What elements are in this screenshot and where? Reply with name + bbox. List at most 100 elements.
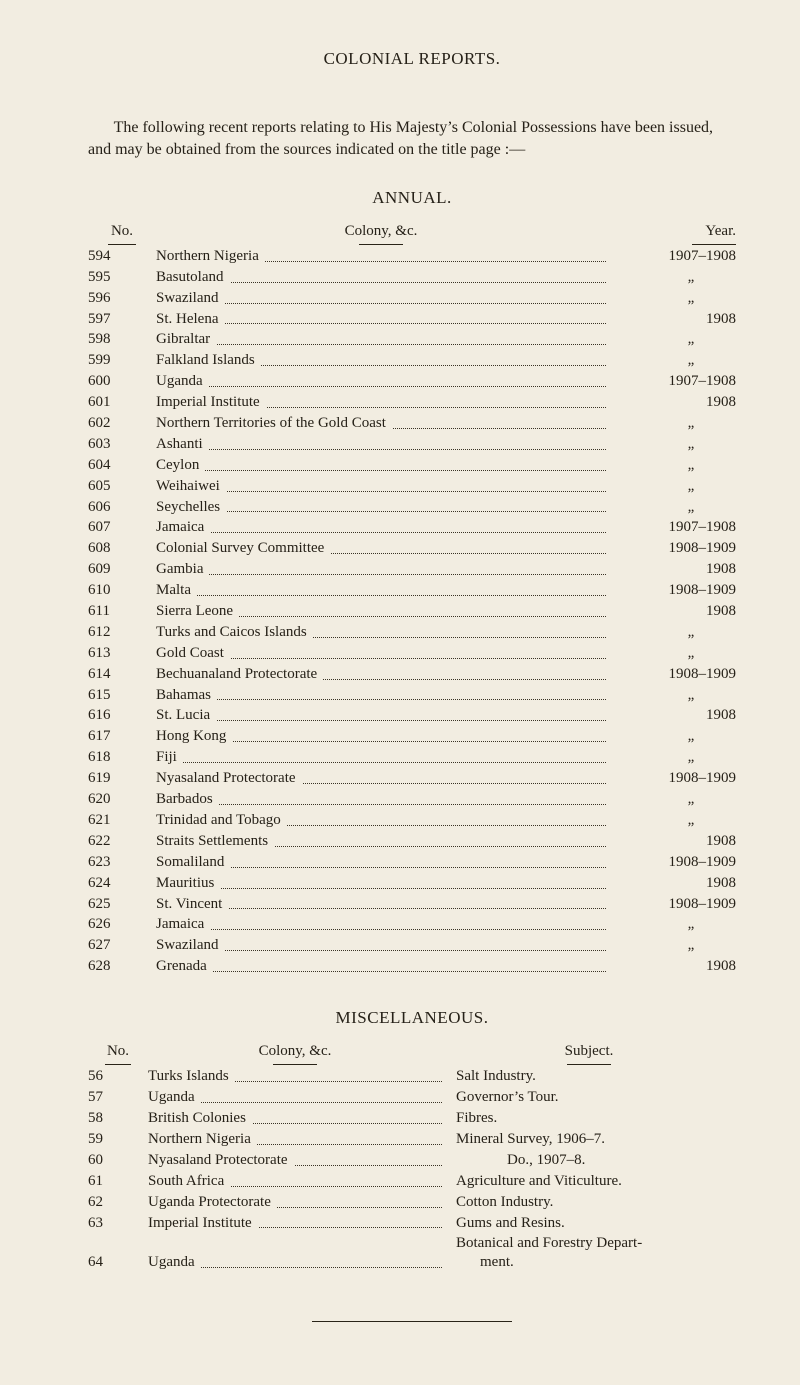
table-row: 618Fiji„: [88, 747, 736, 768]
annual-year: 1907–1908: [606, 246, 736, 267]
table-row: 611Sierra Leone1908: [88, 601, 736, 622]
annual-year: 1908: [606, 956, 736, 977]
misc-subject: Agriculture and Viticulture.: [442, 1171, 736, 1192]
annual-colony: Weihaiwei: [156, 476, 606, 497]
annual-no: 617: [88, 726, 156, 747]
table-row: 594Northern Nigeria1907–1908: [88, 246, 736, 267]
misc-colony: Uganda Protectorate: [148, 1192, 442, 1213]
annual-header-no: No.: [88, 220, 156, 242]
table-row: 625St. Vincent1908–1909: [88, 894, 736, 915]
annual-no: 627: [88, 935, 156, 956]
annual-year: „: [606, 329, 736, 350]
annual-no: 599: [88, 350, 156, 371]
annual-colony: St. Vincent: [156, 894, 606, 915]
intro-paragraph: The following recent reports relating to…: [88, 117, 736, 160]
misc-no: 56: [88, 1066, 148, 1087]
annual-no: 602: [88, 413, 156, 434]
table-row: 628Grenada1908: [88, 956, 736, 977]
annual-no: 604: [88, 455, 156, 476]
annual-no: 624: [88, 873, 156, 894]
annual-year: „: [606, 789, 736, 810]
annual-no: 613: [88, 643, 156, 664]
misc-colony: Imperial Institute: [148, 1213, 442, 1234]
annual-year: 1908: [606, 873, 736, 894]
misc-header-no: No.: [88, 1040, 148, 1062]
annual-no: 601: [88, 392, 156, 413]
table-row: 58British ColoniesFibres.: [88, 1108, 736, 1129]
table-row: 619Nyasaland Protectorate1908–1909: [88, 768, 736, 789]
table-row: 600Uganda1907–1908: [88, 371, 736, 392]
table-row: 605Weihaiwei„: [88, 476, 736, 497]
annual-year: 1908: [606, 559, 736, 580]
table-row: 620Barbados„: [88, 789, 736, 810]
annual-colony: Barbados: [156, 789, 606, 810]
annual-colony: Mauritius: [156, 873, 606, 894]
table-row: 596Swaziland„: [88, 288, 736, 309]
annual-no: 596: [88, 288, 156, 309]
annual-no: 606: [88, 497, 156, 518]
misc-colony: South Africa: [148, 1171, 442, 1192]
annual-colony: Gold Coast: [156, 643, 606, 664]
annual-no: 621: [88, 810, 156, 831]
annual-year: „: [606, 643, 736, 664]
annual-year: „: [606, 685, 736, 706]
annual-colony: St. Lucia: [156, 705, 606, 726]
annual-no: 603: [88, 434, 156, 455]
annual-colony: Northern Territories of the Gold Coast: [156, 413, 606, 434]
annual-year: 1908: [606, 392, 736, 413]
misc-subject: Governor’s Tour.: [442, 1087, 736, 1108]
table-row: 627Swaziland„: [88, 935, 736, 956]
misc-heading: MISCELLANEOUS.: [88, 1007, 736, 1028]
annual-colony: Basutoland: [156, 267, 606, 288]
annual-year: „: [606, 350, 736, 371]
annual-no: 616: [88, 705, 156, 726]
page-title: COLONIAL REPORTS.: [88, 48, 736, 69]
table-row: 622Straits Settlements1908: [88, 831, 736, 852]
annual-no: 615: [88, 685, 156, 706]
annual-year: 1908–1909: [606, 852, 736, 873]
annual-year: 1908–1909: [606, 894, 736, 915]
misc-no: 59: [88, 1129, 148, 1150]
table-row: 63Imperial InstituteGums and Resins.: [88, 1213, 736, 1234]
annual-colony: Gibraltar: [156, 329, 606, 350]
table-row: 60Nyasaland ProtectorateDo., 1907–8.: [88, 1150, 736, 1171]
misc-subject: Gums and Resins.: [442, 1213, 736, 1234]
table-row: 613Gold Coast„: [88, 643, 736, 664]
annual-colony: Turks and Caicos Islands: [156, 622, 606, 643]
annual-year: „: [606, 476, 736, 497]
bottom-rule: [312, 1321, 512, 1322]
annual-no: 620: [88, 789, 156, 810]
annual-colony: Seychelles: [156, 497, 606, 518]
misc-colony: Northern Nigeria: [148, 1129, 442, 1150]
annual-colony: Gambia: [156, 559, 606, 580]
table-row: 626Jamaica„: [88, 914, 736, 935]
annual-year: „: [606, 288, 736, 309]
annual-colony: Grenada: [156, 956, 606, 977]
annual-no: 607: [88, 517, 156, 538]
annual-no: 598: [88, 329, 156, 350]
annual-year: „: [606, 810, 736, 831]
misc-subject: Do., 1907–8.: [442, 1150, 736, 1171]
annual-no: 611: [88, 601, 156, 622]
annual-year: „: [606, 935, 736, 956]
table-row: 56Turks IslandsSalt Industry.: [88, 1066, 736, 1087]
annual-no: 623: [88, 852, 156, 873]
misc-no: 58: [88, 1108, 148, 1129]
misc-colony: Nyasaland Protectorate: [148, 1150, 442, 1171]
table-row: 604Ceylon„: [88, 455, 736, 476]
misc-subject: Cotton Industry.: [442, 1192, 736, 1213]
misc-colony: Uganda: [148, 1233, 442, 1273]
misc-colony: Uganda: [148, 1087, 442, 1108]
table-row: 612Turks and Caicos Islands„: [88, 622, 736, 643]
table-row: 57UgandaGovernor’s Tour.: [88, 1087, 736, 1108]
annual-no: 610: [88, 580, 156, 601]
annual-year: 1908: [606, 601, 736, 622]
table-row: 615Bahamas„: [88, 685, 736, 706]
annual-no: 628: [88, 956, 156, 977]
misc-table: No. Colony, &c. Subject. 56Turks Islands…: [88, 1040, 736, 1273]
annual-colony: Uganda: [156, 371, 606, 392]
annual-colony: Bahamas: [156, 685, 606, 706]
misc-colony: British Colonies: [148, 1108, 442, 1129]
annual-colony: Trinidad and Tobago: [156, 810, 606, 831]
annual-colony: Malta: [156, 580, 606, 601]
